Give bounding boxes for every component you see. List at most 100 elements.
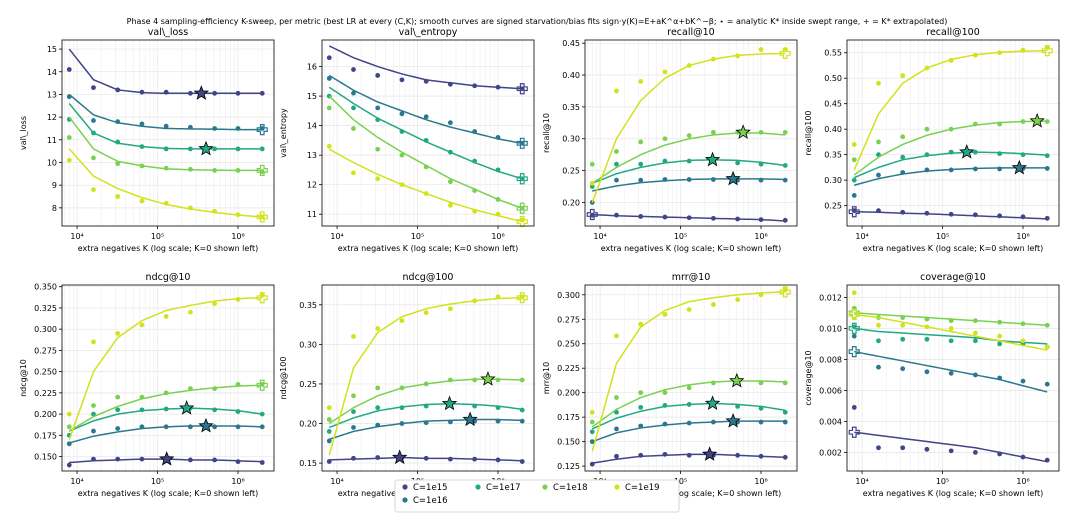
y-tick-label: 0.35	[824, 151, 842, 160]
y-axis-label: ndcg@100	[279, 357, 288, 400]
x-axis-label: extra negatives K (log scale; K=0 shown …	[78, 489, 259, 498]
data-point-1e17	[472, 403, 478, 409]
kstar-extrapolated-marker	[848, 308, 860, 321]
panel-title: mrr@10	[672, 272, 711, 283]
data-point-1e16	[91, 428, 96, 434]
data-point-1e19	[1020, 338, 1026, 344]
data-point-1e19	[710, 56, 716, 62]
data-point-1e16	[924, 167, 930, 173]
y-tick-label: 0.350	[34, 283, 57, 292]
data-point-1e17	[900, 154, 906, 160]
kstar-marker	[198, 140, 214, 156]
data-point-1e17	[589, 429, 595, 435]
y-tick-label: 0.20	[562, 198, 580, 207]
y-axis-label: val\_entropy	[279, 108, 288, 158]
data-point-1e17	[997, 341, 1003, 347]
data-point-1e16	[115, 426, 121, 431]
data-point-1e16	[758, 419, 764, 425]
panel-title: ndcg@10	[146, 272, 191, 283]
x-tick-label: 10⁴	[330, 232, 343, 241]
data-point-1e18	[351, 126, 356, 131]
data-point-1e18	[472, 188, 478, 193]
subplot-7: 10⁴ 10⁵ 10⁶ 0.002 0.004 0.006 0.008 0.010 0.012 c…	[804, 272, 1060, 498]
x-tick-label: 10⁵	[151, 232, 164, 241]
x-tick-label: 10⁴	[330, 477, 343, 486]
data-point-1e18	[1044, 119, 1050, 124]
x-tick-label: 10⁴	[855, 477, 868, 486]
y-tick-label: 0.002	[819, 448, 842, 457]
data-point-1e17	[259, 146, 265, 152]
data-point-1e15	[447, 456, 453, 462]
kstar-marker	[178, 400, 195, 415]
data-point-1e16	[782, 177, 788, 183]
data-point-1e18	[423, 381, 429, 387]
data-point-1e17	[399, 405, 405, 411]
legend: C=1e15 C=1e16 C=1e17 C=1e18 C=1e19	[394, 479, 680, 513]
data-point-1e17	[326, 429, 332, 434]
kstar-marker	[441, 395, 458, 411]
x-tick-label: 10⁶	[231, 232, 244, 241]
data-point-1e15	[614, 453, 619, 459]
data-point-1e15	[472, 456, 478, 462]
kstar-extrapolated-marker	[516, 83, 528, 95]
data-point-1e16	[115, 119, 121, 125]
data-point-1e17	[948, 149, 954, 155]
data-point-1e15	[66, 462, 72, 468]
data-point-1e16	[399, 111, 405, 117]
data-point-1e19	[66, 411, 72, 417]
data-point-1e16	[589, 439, 595, 445]
y-tick-label: 14	[307, 122, 317, 131]
x-tick-label: 10⁴	[70, 232, 83, 241]
data-point-1e16	[924, 369, 930, 375]
data-point-1e17	[235, 409, 241, 414]
panel-title: coverage@10	[920, 272, 986, 283]
y-axis-label: val\_loss	[19, 116, 28, 150]
data-point-1e15	[851, 405, 857, 410]
x-tick-label: 10⁵	[151, 477, 164, 486]
y-tick-label: 0.15	[299, 459, 317, 468]
data-point-1e18	[163, 390, 169, 396]
y-tick-label: 0.30	[562, 135, 580, 144]
data-point-1e19	[212, 208, 218, 214]
data-point-1e17	[351, 105, 356, 111]
data-point-1e19	[735, 297, 741, 303]
kstar-extrapolated-marker	[516, 215, 528, 228]
data-point-1e18	[115, 161, 121, 167]
data-point-1e18	[447, 179, 453, 185]
data-point-1e17	[447, 149, 453, 155]
data-point-1e18	[710, 380, 716, 386]
x-tick-label: 10⁵	[411, 232, 424, 241]
data-point-1e19	[876, 322, 881, 328]
data-point-1e15	[115, 456, 121, 462]
kstar-extrapolated-marker	[256, 379, 268, 391]
y-tick-label: 0.008	[819, 355, 842, 364]
y-tick-label: 0.225	[557, 364, 580, 373]
y-tick-label: 12	[47, 113, 57, 122]
data-point-1e18	[948, 318, 954, 324]
data-point-1e17	[163, 406, 169, 412]
data-point-1e15	[782, 217, 788, 223]
data-point-1e18	[66, 424, 72, 430]
data-point-1e15	[472, 83, 478, 89]
data-point-1e15	[235, 90, 241, 96]
fit-curve-1e18	[591, 132, 786, 184]
y-tick-label: 0.300	[557, 291, 580, 300]
data-point-1e18	[900, 315, 906, 320]
data-point-1e16	[851, 333, 857, 339]
data-point-1e18	[900, 134, 906, 140]
data-point-1e18	[375, 385, 381, 391]
data-point-1e18	[139, 163, 145, 169]
y-tick-label: 13	[47, 90, 57, 99]
x-tick-label: 10⁵	[936, 232, 949, 241]
data-point-1e15	[1020, 454, 1026, 460]
data-point-1e18	[638, 139, 644, 145]
data-point-1e15	[1044, 457, 1050, 463]
data-point-1e19	[686, 307, 692, 312]
data-point-1e19	[212, 301, 218, 307]
y-tick-label: 0.55	[824, 49, 842, 58]
data-point-1e19	[638, 79, 644, 84]
y-tick-label: 0.40	[562, 71, 580, 80]
data-point-1e15	[139, 456, 145, 462]
data-point-1e15	[686, 452, 692, 458]
data-point-1e16	[997, 375, 1003, 381]
